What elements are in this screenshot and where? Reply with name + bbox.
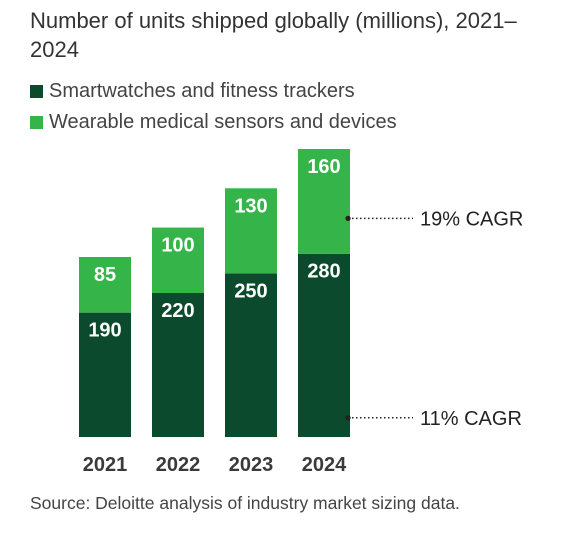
cagr-marker-dot [345, 215, 351, 221]
cagr-label-medical-devices: 19% CAGR [420, 208, 523, 230]
legend: Smartwatches and fitness trackers Wearab… [30, 76, 397, 138]
stacked-bar-chart: 190 85 2021 220 100 2022 250 130 2023 280 160 2024 1… [79, 149, 523, 476]
cagr-label-smartwatches: 11% CAGR [420, 408, 522, 430]
data-label-smartwatches-2022: 220 [161, 300, 194, 322]
cagr-marker-dot [345, 415, 351, 421]
bar-medical-devices-2023 [225, 188, 277, 274]
x-tick-label-2023: 2023 [229, 454, 274, 476]
legend-label-medical-devices: Wearable medical sensors and devices [49, 111, 397, 133]
bar-smartwatches-2024 [298, 253, 350, 437]
legend-swatch-smartwatches [30, 85, 43, 98]
legend-item-smartwatches: Smartwatches and fitness trackers [30, 76, 397, 107]
data-label-smartwatches-2023: 250 [234, 280, 267, 302]
bar-smartwatches-2022 [152, 293, 204, 437]
legend-swatch-medical-devices [30, 116, 43, 129]
data-label-medical-devices-2023: 130 [234, 195, 267, 217]
bar-medical-devices-2022 [152, 227, 204, 294]
bar-medical-devices-2024 [298, 149, 350, 254]
x-tick-label-2022: 2022 [156, 454, 201, 476]
x-tick-label-2021: 2021 [83, 454, 128, 476]
source-note: Source: Deloitte analysis of industry ma… [30, 493, 460, 513]
bar-smartwatches-2023 [225, 273, 277, 437]
bar-smartwatches-2021 [79, 312, 131, 437]
data-label-medical-devices-2022: 100 [161, 235, 194, 257]
bar-medical-devices-2021 [79, 257, 131, 313]
chart-title: Number of units shipped globally (millio… [30, 8, 517, 62]
data-label-medical-devices-2021: 85 [94, 264, 116, 286]
data-label-smartwatches-2021: 190 [88, 320, 121, 342]
data-label-smartwatches-2024: 280 [307, 261, 340, 283]
legend-label-smartwatches: Smartwatches and fitness trackers [49, 80, 355, 102]
data-label-medical-devices-2024: 160 [307, 156, 340, 178]
x-tick-label-2024: 2024 [302, 454, 347, 476]
legend-item-medical-devices: Wearable medical sensors and devices [30, 107, 397, 138]
